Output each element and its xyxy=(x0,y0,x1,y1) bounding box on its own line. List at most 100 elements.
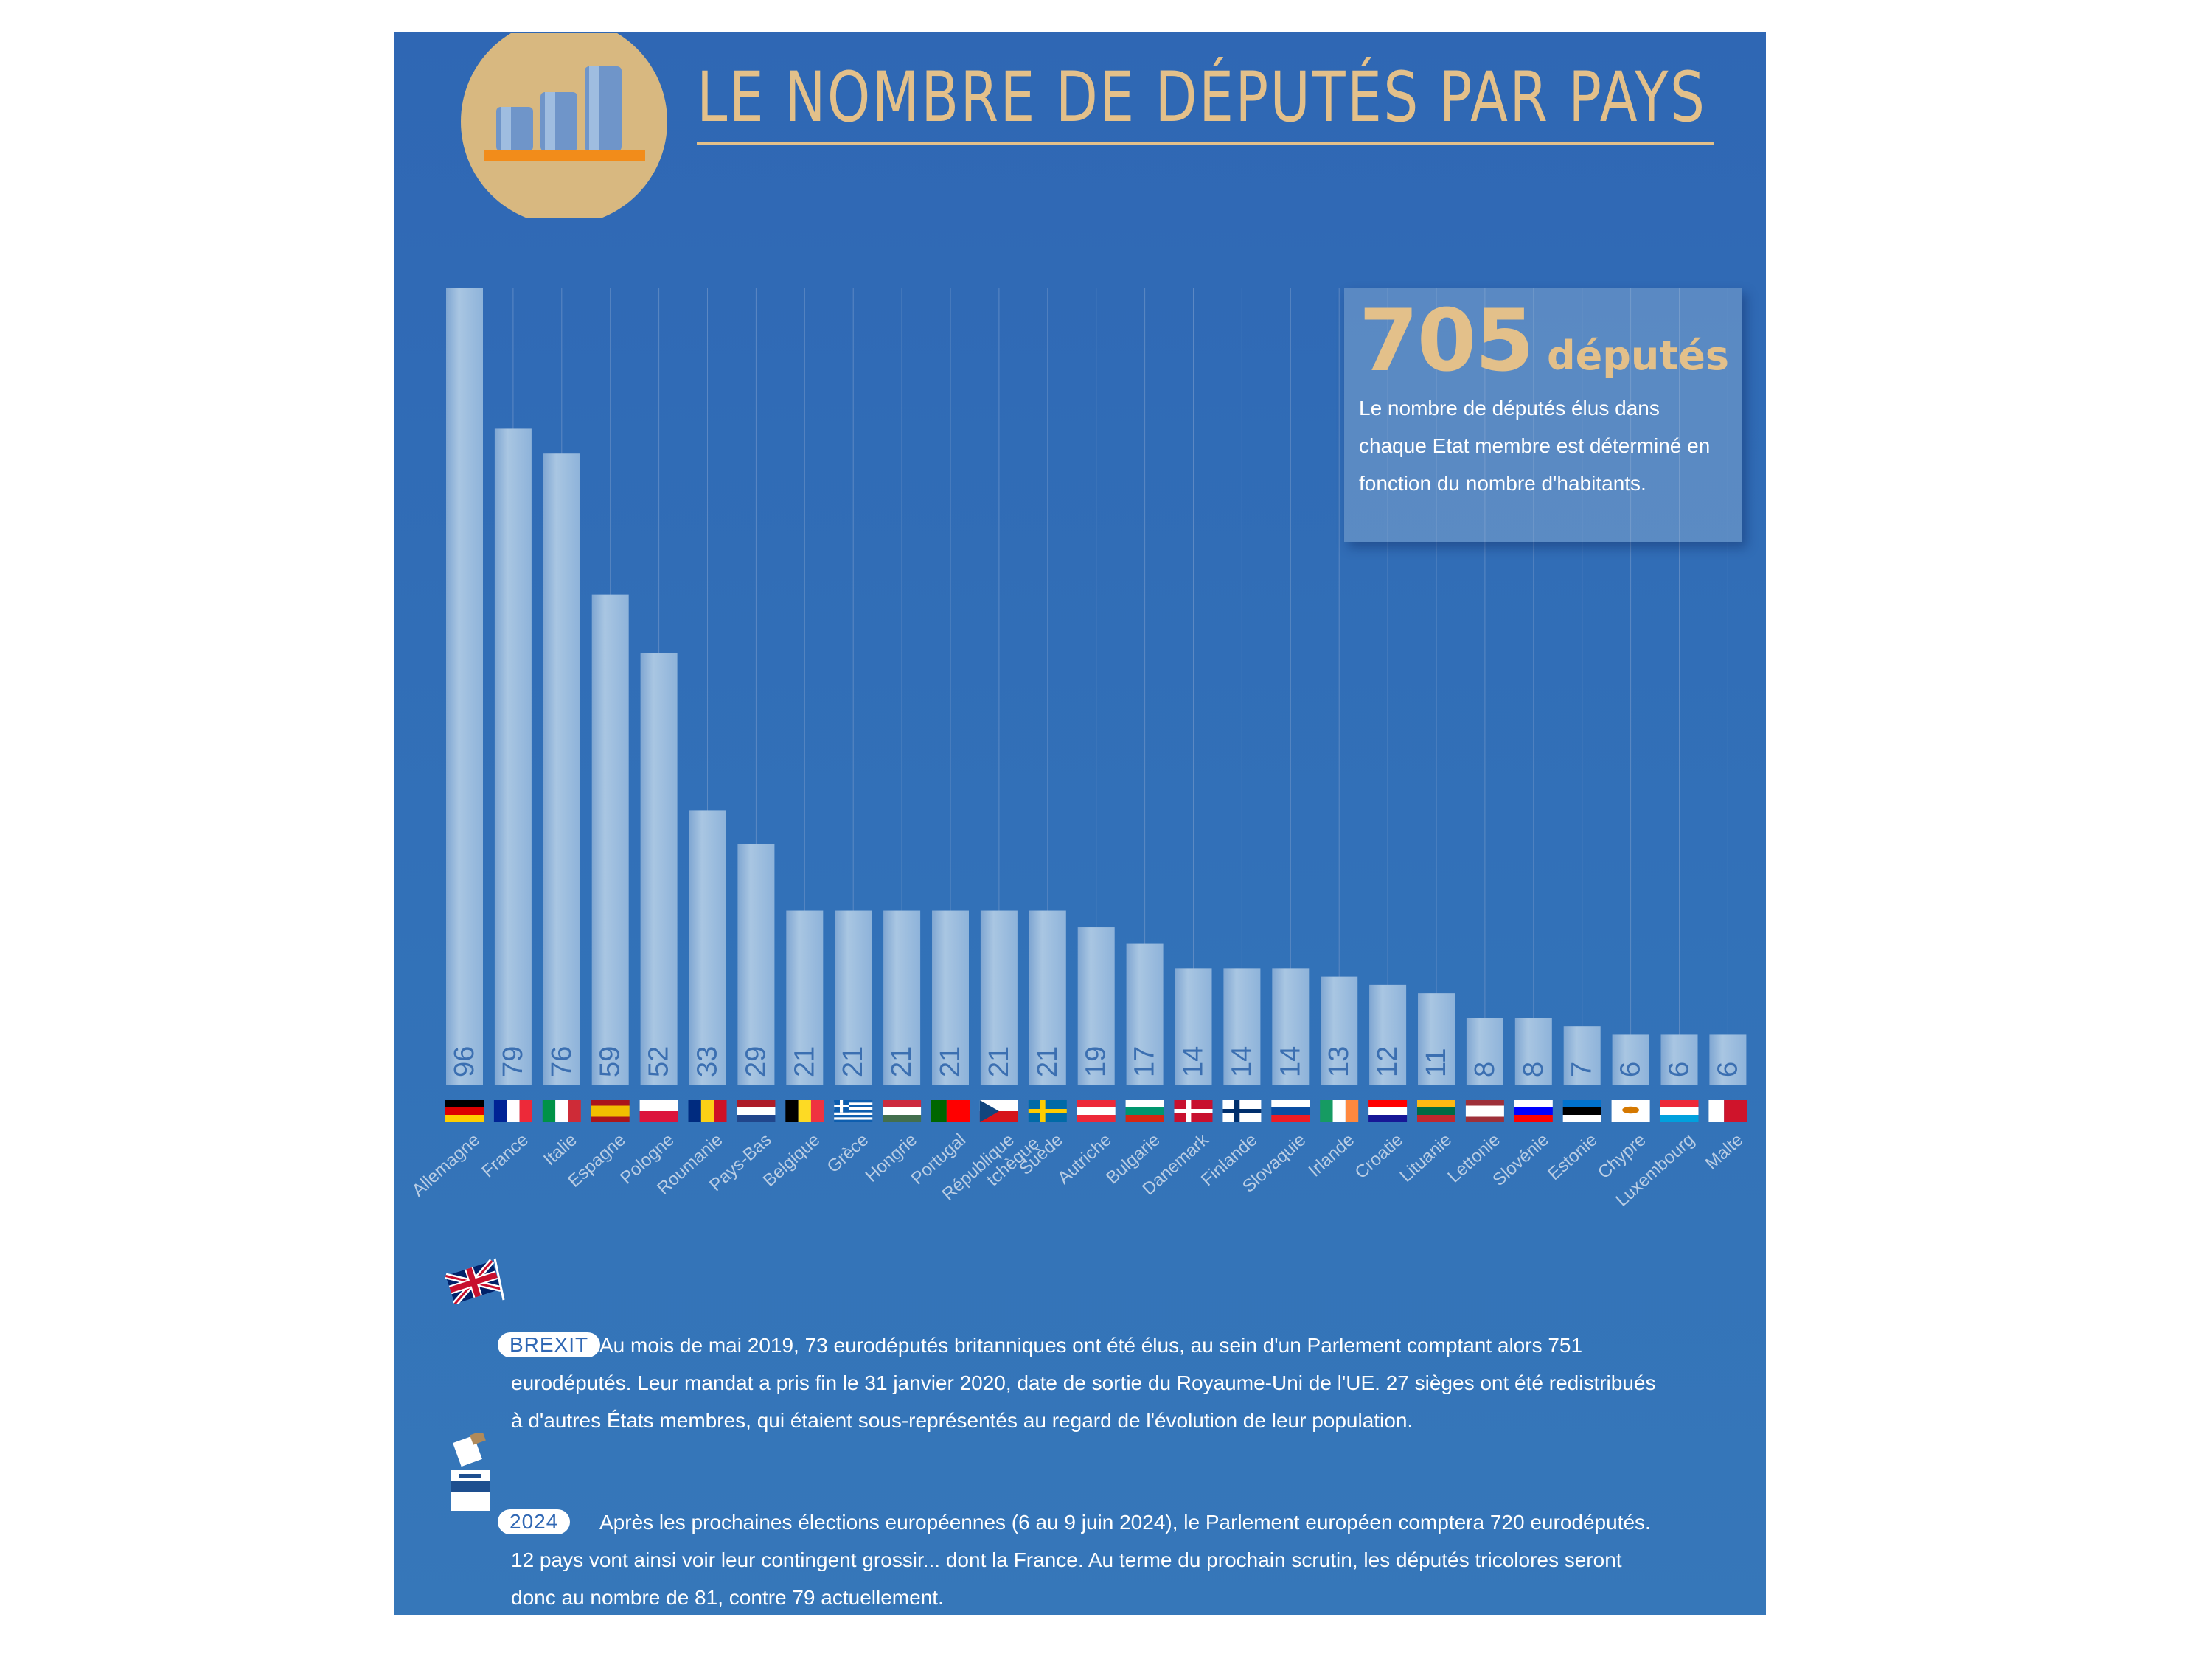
flag-icon xyxy=(1514,1100,1553,1122)
value-label: 96 xyxy=(449,1046,480,1077)
value-label: 6 xyxy=(1664,1062,1695,1077)
value-label: 76 xyxy=(546,1046,577,1077)
bar-lituanie xyxy=(1418,993,1455,1085)
bar-croatie xyxy=(1369,984,1407,1085)
flag-icon xyxy=(639,1100,678,1122)
flag-icon xyxy=(737,1100,776,1122)
flag-icon xyxy=(1660,1100,1699,1122)
flag-icon xyxy=(979,1100,1018,1122)
value-label: 21 xyxy=(838,1046,869,1077)
bar-allemagne xyxy=(446,288,483,1085)
value-label: 79 xyxy=(498,1046,529,1077)
bar-lettonie xyxy=(1466,1018,1503,1085)
flag-icon xyxy=(1222,1100,1262,1122)
flag-icon xyxy=(493,1100,532,1122)
total-deputies-unit: députés xyxy=(1547,333,1729,379)
bar-danemark xyxy=(1175,968,1212,1085)
value-label: 21 xyxy=(789,1046,820,1077)
bars xyxy=(446,288,1747,1085)
flag-icon xyxy=(1174,1100,1213,1122)
bar-pays-bas xyxy=(737,844,775,1085)
bar-portugal xyxy=(932,910,969,1085)
value-label: 21 xyxy=(1032,1046,1063,1077)
bar-pologne xyxy=(640,653,678,1085)
flag-icon xyxy=(1611,1100,1650,1122)
value-label: 12 xyxy=(1372,1046,1403,1077)
bar-roumanie xyxy=(689,810,726,1085)
bar-chart: 96 79 76 59 52 33 29 21 21 21 21 21 21 19 17 14 14 14 13 12… xyxy=(408,288,1747,1211)
bar-irlande xyxy=(1321,976,1358,1085)
flag-icon xyxy=(931,1100,970,1122)
value-label: 19 xyxy=(1081,1046,1112,1077)
flag-icon xyxy=(1368,1100,1408,1122)
category-label: Estonie xyxy=(1544,1130,1601,1184)
bar-estonie xyxy=(1563,1026,1601,1085)
flag-icon xyxy=(1077,1100,1116,1122)
flags xyxy=(445,1100,1747,1122)
bar-chypre xyxy=(1612,1034,1649,1085)
bar-malte xyxy=(1709,1034,1747,1085)
flag-icon xyxy=(1708,1100,1747,1122)
category-label: Allemagne xyxy=(408,1130,484,1200)
flag-icon xyxy=(591,1100,630,1122)
category-label: Lituanie xyxy=(1396,1130,1455,1186)
title-underline xyxy=(697,142,1714,145)
value-labels: 96 79 76 59 52 33 29 21 21 21 21 21 21 19 17 14 14 14 13 12… xyxy=(449,1046,1743,1077)
bar-espagne xyxy=(591,594,629,1085)
value-label: 14 xyxy=(1226,1046,1257,1077)
value-label: 6 xyxy=(1615,1062,1646,1077)
brexit-tag: BREXIT xyxy=(498,1332,601,1357)
value-label: 14 xyxy=(1275,1046,1306,1077)
infographic-poster: LE NOMBRE DE DÉPUTÉS PAR PAYS 96 79 76 59 52… xyxy=(394,32,1766,1615)
category-label: Irlande xyxy=(1305,1130,1359,1180)
bar-italie xyxy=(543,453,580,1085)
bar-bulgarie xyxy=(1126,943,1164,1085)
flag-icon xyxy=(1320,1100,1359,1122)
bar-finlande xyxy=(1223,968,1261,1085)
info-box-text: Le nombre de députés élus dans chaque Et… xyxy=(1359,397,1711,495)
value-label: 52 xyxy=(644,1046,675,1077)
value-label: 14 xyxy=(1178,1046,1209,1077)
value-label: 59 xyxy=(595,1046,626,1077)
value-label: 11 xyxy=(1421,1048,1452,1077)
value-label: 17 xyxy=(1130,1046,1161,1077)
uk-flag-icon xyxy=(445,1258,505,1304)
bar-france xyxy=(494,428,532,1085)
flag-icon xyxy=(1271,1100,1310,1122)
ballot-box-icon xyxy=(451,1433,490,1511)
value-label: 29 xyxy=(740,1046,771,1077)
elections-2024-note-text: Après les prochaines élections européenn… xyxy=(511,1511,1651,1609)
value-label: 8 xyxy=(1518,1062,1549,1077)
total-deputies-number: 705 xyxy=(1359,291,1534,391)
flag-icon xyxy=(445,1100,484,1122)
value-label: 21 xyxy=(935,1046,966,1077)
flag-icon xyxy=(1125,1100,1164,1122)
flag-icon xyxy=(688,1100,727,1122)
bar-grèce xyxy=(835,910,872,1085)
bar-hongrie xyxy=(883,910,921,1085)
flag-icon xyxy=(834,1100,873,1122)
value-label: 21 xyxy=(984,1046,1015,1077)
category-label: France xyxy=(478,1130,532,1181)
category-label: Malte xyxy=(1702,1130,1747,1173)
value-label: 8 xyxy=(1470,1062,1500,1077)
value-label: 21 xyxy=(886,1046,917,1077)
flag-icon xyxy=(1417,1100,1455,1122)
flag-icon xyxy=(883,1100,922,1122)
value-label: 33 xyxy=(692,1046,723,1077)
bar-slovaquie xyxy=(1272,968,1310,1085)
flag-icon xyxy=(1028,1100,1067,1122)
bar-luxembourg xyxy=(1660,1034,1698,1085)
bar-slovénie xyxy=(1514,1018,1552,1085)
value-label: 6 xyxy=(1712,1062,1743,1077)
category-label: Italie xyxy=(540,1130,581,1169)
elections-2024-tag: 2024 xyxy=(498,1509,571,1534)
bar-autriche xyxy=(1077,927,1115,1085)
bar-chart-logo-icon xyxy=(461,33,667,218)
info-box: 705 députés Le nombre de députés élus da… xyxy=(1344,288,1742,542)
brexit-note-text: Au mois de mai 2019, 73 eurodéputés brit… xyxy=(511,1334,1656,1432)
flag-icon xyxy=(542,1100,581,1122)
value-label: 13 xyxy=(1324,1046,1354,1077)
category-label: Autriche xyxy=(1054,1130,1115,1188)
